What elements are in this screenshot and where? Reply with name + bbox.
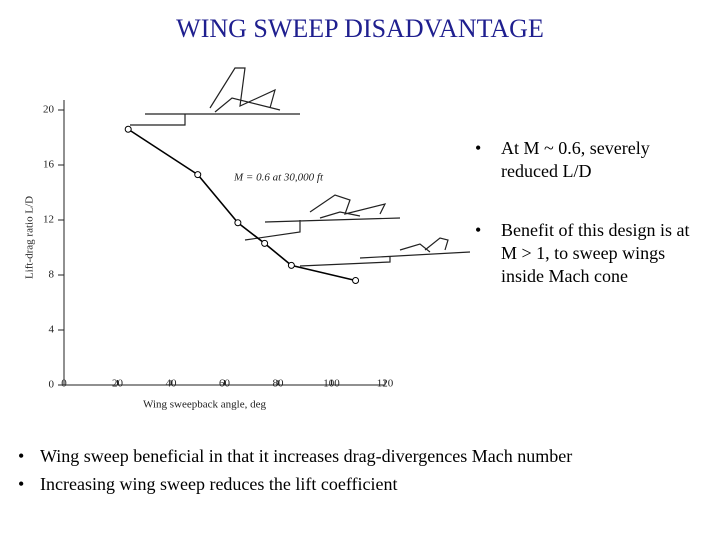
y-tick-label: 8	[49, 269, 55, 281]
x-tick-label: 0	[61, 378, 67, 390]
data-point	[124, 125, 132, 133]
data-point	[352, 277, 360, 284]
y-tick-label: 20	[43, 104, 55, 116]
x-tick-label: 120	[377, 378, 394, 390]
x-axis-label: Wing sweepback angle, deg	[143, 399, 266, 411]
bullet: Benefit of this design is at M > 1, to s…	[475, 219, 705, 288]
x-tick-label: 100	[323, 378, 340, 390]
data-point	[234, 219, 242, 227]
bullet: Increasing wing sweep reduces the lift c…	[18, 474, 398, 495]
aircraft-sketches	[130, 67, 471, 267]
data-point	[287, 261, 295, 269]
data-point	[194, 171, 202, 179]
slide-title: WING SWEEP DISADVANTAGE	[176, 14, 544, 43]
data-point	[261, 239, 269, 247]
x-tick-label: 20	[112, 378, 124, 390]
x-tick-label: 60	[219, 378, 231, 390]
y-tick-label: 16	[43, 159, 55, 171]
data-line	[127, 128, 356, 282]
bullet: Wing sweep beneficial in that it increas…	[18, 446, 572, 467]
y-axis-label: Lift-drag ratio L/D	[24, 196, 36, 279]
x-tick-label: 80	[273, 378, 285, 390]
bullet: At M ~ 0.6, severely reduced L/D	[475, 137, 705, 183]
x-tick-label: 40	[166, 378, 178, 390]
y-tick-label: 12	[43, 214, 54, 226]
y-tick-label: 0	[49, 379, 55, 391]
annotation: M = 0.6 at 30,000 ft	[233, 172, 324, 184]
y-tick-label: 4	[49, 324, 55, 336]
